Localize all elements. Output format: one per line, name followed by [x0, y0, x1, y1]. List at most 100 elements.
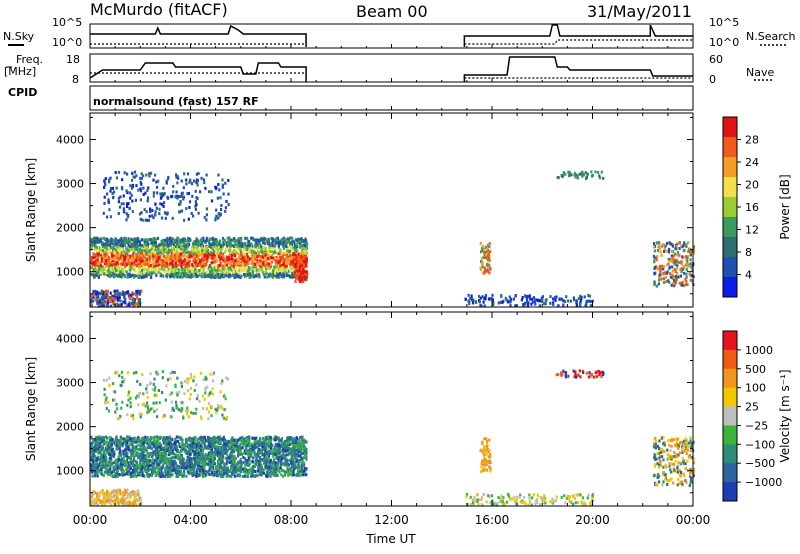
- velocity-echo-cell: [236, 474, 239, 478]
- velocity-echo-cell: [272, 447, 276, 451]
- power-echo-cell: [207, 265, 211, 269]
- power-echo-cell: [297, 252, 300, 256]
- power-echo-cell: [103, 299, 106, 303]
- power-echo-cell: [178, 275, 181, 279]
- power-echo-cell: [93, 271, 96, 275]
- power-echo-cell: [212, 245, 215, 249]
- power-panel: [90, 170, 695, 308]
- power-echo-cell: [186, 246, 189, 250]
- power-echo-cell: [175, 190, 178, 194]
- velocity-echo-cell: [292, 467, 295, 471]
- power-echo-cell: [123, 268, 126, 272]
- velocity-echo-cell: [235, 448, 238, 452]
- velocity-echo-cell: [182, 457, 185, 461]
- power-echo-cell: [145, 248, 148, 252]
- power-echo-cell: [483, 304, 486, 308]
- power-echo-cell: [188, 180, 191, 184]
- power-echo-cell: [265, 251, 268, 255]
- power-echo-cell: [199, 263, 202, 267]
- power-echo-cell: [304, 260, 307, 264]
- power-echo-cell: [129, 275, 132, 278]
- power-echo-cell: [683, 241, 686, 245]
- power-echo-cell: [220, 243, 223, 247]
- power-echo-cell: [107, 296, 110, 300]
- velocity-echo-cell: [146, 458, 149, 462]
- power-echo-cell: [303, 270, 306, 274]
- power-echo-cell: [295, 243, 298, 247]
- power-echo-cell: [100, 237, 103, 241]
- velocity-echo-cell: [121, 437, 124, 441]
- power-echo-cell: [278, 248, 282, 252]
- power-echo-cell: [138, 256, 141, 260]
- power-echo-cell: [294, 271, 297, 275]
- power-echo-cell: [132, 238, 135, 242]
- power-echo-cell: [169, 246, 172, 250]
- power-echo-cell: [285, 271, 288, 275]
- power-echo-cell: [202, 260, 205, 264]
- power-echo-cell: [169, 269, 172, 273]
- power-echo-cell: [140, 176, 143, 180]
- velocity-echo-cell: [245, 446, 248, 450]
- velocity-echo-cell: [111, 447, 114, 451]
- power-echo-cell: [149, 259, 152, 263]
- power-echo-cell: [671, 256, 674, 260]
- power-echo-cell: [672, 254, 675, 258]
- power-echo-cell: [167, 268, 170, 272]
- velocity-echo-cell: [132, 439, 136, 443]
- power-echo-cell: [135, 256, 138, 260]
- power-echo-cell: [136, 260, 139, 264]
- power-echo-cell: [140, 211, 143, 215]
- power-echo-cell: [193, 251, 196, 255]
- power-echo-cell: [171, 264, 174, 268]
- power-echo-cell: [264, 260, 267, 264]
- power-echo-cell: [117, 243, 121, 247]
- power-echo-cell: [671, 273, 674, 277]
- power-echo-cell: [133, 175, 136, 179]
- power-echo-cell: [671, 269, 674, 273]
- power-echo-cell: [181, 240, 184, 244]
- velocity-echo-cell: [178, 445, 181, 449]
- velocity-echo-cell: [295, 454, 298, 458]
- power-echo-cell: [143, 265, 146, 269]
- power-echo-cell: [163, 250, 166, 254]
- power-echo-cell: [218, 188, 221, 192]
- power-echo-cell: [194, 200, 197, 204]
- power-echo-cell: [525, 295, 528, 299]
- power-echo-cell: [128, 244, 131, 248]
- power-echo-cell: [681, 255, 684, 259]
- velocity-echo-cell: [113, 475, 116, 478]
- power-echo-cell: [290, 241, 293, 245]
- velocity-echo-cell: [110, 450, 113, 454]
- freq-trace: [89, 62, 307, 82]
- velocity-echo-cell: [102, 474, 105, 477]
- velocity-echo-cell: [292, 473, 295, 477]
- power-echo-cell: [187, 237, 190, 240]
- power-echo-cell: [244, 236, 247, 240]
- power-echo-cell: [306, 242, 309, 246]
- power-echo-cell: [274, 251, 278, 255]
- power-echo-cell: [294, 273, 297, 277]
- velocity-echo-cell: [150, 461, 153, 465]
- power-echo-cell: [227, 266, 230, 270]
- power-echo-cell: [534, 302, 537, 306]
- power-echo-cell: [127, 237, 130, 241]
- velocity-echo-cell: [99, 435, 102, 439]
- power-echo-cell: [554, 298, 557, 302]
- power-echo-cell: [237, 237, 240, 241]
- power-echo-cell: [660, 253, 663, 257]
- power-echo-cell: [276, 238, 279, 242]
- velocity-echo-cell: [156, 435, 159, 439]
- power-echo-cell: [119, 251, 122, 255]
- power-echo-cell: [237, 271, 240, 275]
- power-echo-cell: [146, 199, 149, 203]
- power-echo-cell: [654, 271, 657, 275]
- velocity-echo-cell: [215, 440, 218, 444]
- power-echo-cell: [96, 258, 99, 262]
- power-echo-cell: [106, 237, 109, 241]
- power-echo-cell: [154, 173, 157, 177]
- power-echo-cell: [133, 265, 136, 269]
- velocity-echo-cell: [110, 453, 113, 457]
- power-echo-cell: [106, 252, 109, 256]
- power-echo-cell: [273, 244, 276, 248]
- power-echo-cell: [135, 174, 138, 178]
